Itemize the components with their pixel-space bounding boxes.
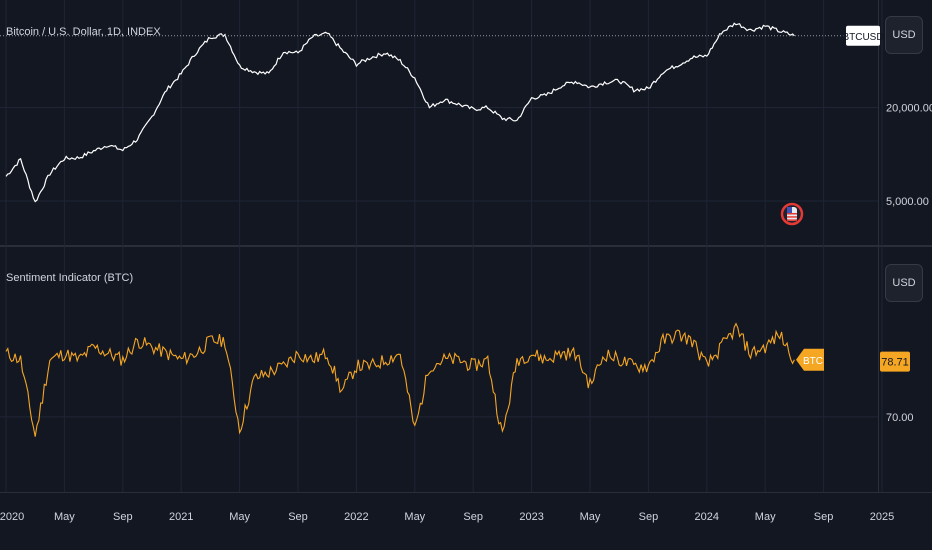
ticker-tag-label: BTCUSD	[842, 32, 883, 43]
x-axis-tick-label: 2025	[870, 511, 894, 523]
sentiment-tick-label: 70.00	[886, 412, 914, 424]
sentiment-pane-title: Sentiment Indicator (BTC)	[6, 272, 134, 284]
series-tag-label: BTC	[803, 356, 823, 367]
last-value-bg	[880, 351, 910, 372]
ticker-tag: BTCUSD	[842, 25, 884, 46]
us-flag-icon	[787, 207, 792, 213]
price-currency-button[interactable]: USD	[885, 16, 923, 54]
series-tag-bg	[796, 348, 824, 371]
pane-separator	[0, 245, 932, 247]
us-flag-icon	[787, 216, 797, 218]
x-axis-tick-label: May	[404, 511, 425, 523]
x-axis-tick-label: Sep	[814, 511, 834, 523]
x-axis-tick-label: May	[580, 511, 601, 523]
x-axis-tick-label: May	[54, 511, 75, 523]
x-axis-tick-label: May	[755, 511, 776, 523]
x-axis-tick-label: Sep	[113, 511, 133, 523]
us-flag-icon	[787, 219, 797, 221]
series-tag: BTC	[796, 348, 824, 371]
ticker-tag-bg	[846, 25, 880, 46]
price-tick-label: 5,000.00	[886, 196, 929, 208]
x-axis-tick-label: Sep	[288, 511, 308, 523]
x-axis-tick-label: 2023	[519, 511, 543, 523]
x-axis-tick-label: 2024	[695, 511, 719, 523]
price-axis-divider	[878, 0, 879, 492]
last-value-label: 78.71	[880, 351, 910, 372]
sentiment-currency-button[interactable]: USD	[885, 264, 923, 302]
x-axis-tick-label: Sep	[463, 511, 483, 523]
btc-price-line	[5, 22, 795, 203]
x-axis-tick-label: 2020	[0, 511, 24, 523]
time-axis-separator	[0, 492, 932, 493]
x-axis-tick-label: Sep	[639, 511, 659, 523]
us-flag-icon	[787, 213, 797, 215]
x-axis-tick-label: 2021	[169, 511, 193, 523]
price-tick-label: 20,000.00	[886, 103, 932, 115]
x-axis-tick-label: May	[229, 511, 250, 523]
sentiment-line	[5, 322, 795, 437]
x-axis-tick-label: 2022	[344, 511, 368, 523]
price-pane-title: Bitcoin / U.S. Dollar, 1D, INDEX	[6, 26, 161, 38]
last-value-text: 78.71	[881, 357, 909, 369]
